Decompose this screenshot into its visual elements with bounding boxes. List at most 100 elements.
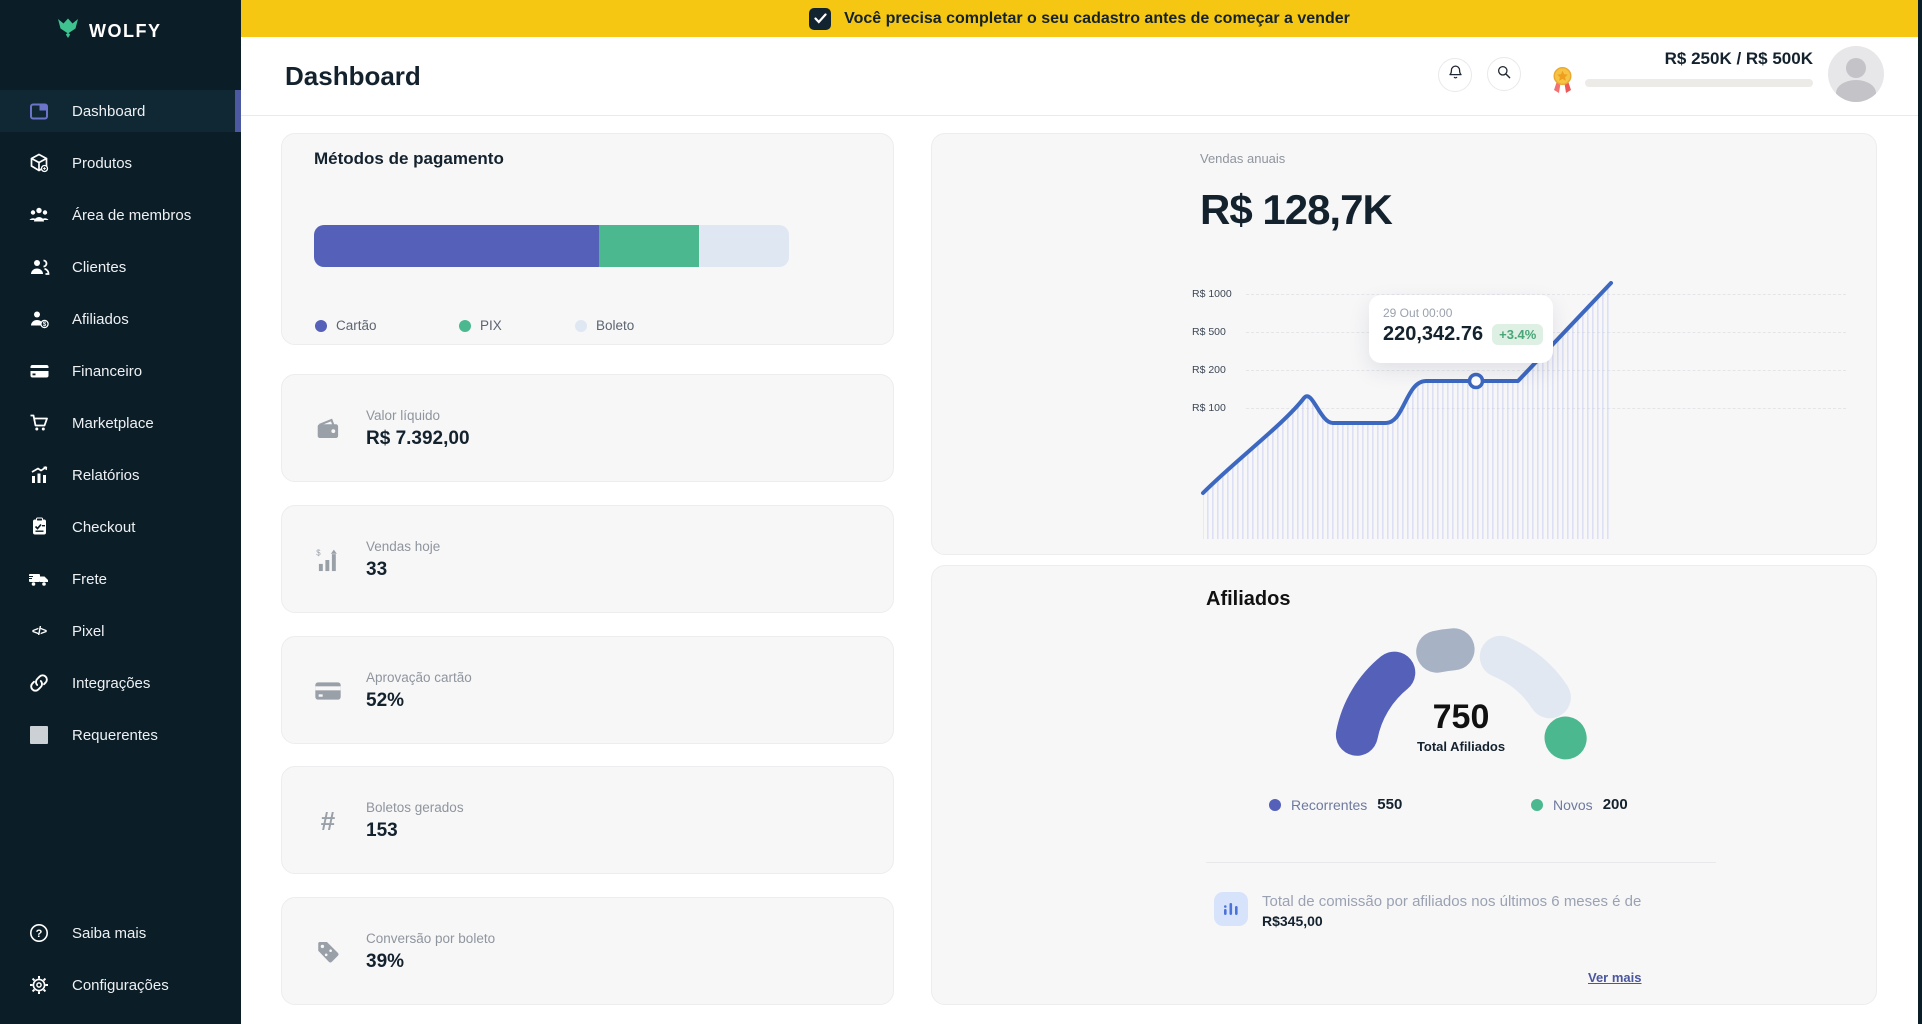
line-chart-svg [1201, 281, 1613, 539]
y-tick: R$ 200 [1192, 364, 1226, 376]
bar-segment-pix [599, 225, 699, 267]
sidebar-item-label: Dashboard [72, 102, 146, 120]
sidebar-item-label: Checkout [72, 518, 136, 536]
avatar[interactable] [1828, 46, 1884, 102]
stat-label: Conversão por boleto [366, 931, 496, 946]
divider [1206, 862, 1716, 863]
legend-dot [575, 319, 587, 332]
wolf-logo-icon [55, 17, 81, 45]
sidebar: WOLFY Dashboard Produtos Área de membros [0, 0, 241, 1024]
medal-icon [1550, 66, 1575, 102]
sidebar-item-relatorios[interactable]: Relatórios [0, 454, 241, 496]
legend-dot [1531, 798, 1543, 811]
commission-bars-icon [1214, 892, 1248, 926]
annual-sales-total: R$ 128,7K [1200, 186, 1393, 233]
sidebar-item-label: Financeiro [72, 362, 143, 380]
members-group-icon [28, 204, 50, 226]
bank-card-icon [28, 360, 50, 382]
reports-chart-icon [28, 464, 50, 486]
legend-dot [315, 319, 327, 332]
commission-text: Total de comissão por afiliados nos últi… [1262, 893, 1642, 910]
cart-icon [28, 412, 50, 434]
sidebar-item-label: Integrações [72, 674, 151, 692]
sidebar-item-label: Afiliados [72, 310, 129, 328]
hash-icon: # [320, 805, 336, 836]
stat-label: Aprovação cartão [366, 670, 472, 685]
sidebar-item-checkout[interactable]: Checkout [0, 506, 241, 548]
legend-dot [1269, 798, 1281, 811]
code-icon: </> [31, 624, 47, 638]
affiliates-title: Afiliados [1206, 588, 1291, 610]
sidebar-item-configuracoes[interactable]: Configurações [0, 964, 241, 1006]
annual-sales-chart: R$ 1000 R$ 500 R$ 200 R$ 100 [1192, 281, 1852, 539]
search-button[interactable] [1487, 57, 1521, 91]
legend-item-cartao: Cartão [315, 318, 377, 333]
sidebar-item-afiliados[interactable]: $ Afiliados [0, 298, 241, 340]
y-tick: R$ 500 [1192, 326, 1226, 338]
legend-dot [459, 319, 471, 332]
window-edge-strip [1918, 0, 1922, 1024]
sales-goal-progressbar [1585, 79, 1813, 87]
payment-methods-title: Métodos de pagamento [314, 149, 504, 168]
payment-methods-card: Métodos de pagamento Cartão PIX Boleto [281, 133, 894, 345]
payment-methods-stacked-bar [314, 225, 789, 267]
sidebar-item-label: Configurações [72, 976, 169, 994]
help-icon: ? [28, 922, 50, 944]
wallet-icon [314, 415, 342, 443]
sidebar-item-integracoes[interactable]: Integrações [0, 662, 241, 704]
link-icon [28, 672, 50, 694]
bar-segment-cartao [314, 225, 599, 267]
sidebar-item-label: Saiba mais [72, 924, 147, 942]
affiliates-card: Afiliados 750 Total Afiliados Recorrente… [931, 565, 1877, 1005]
annual-sales-label: Vendas anuais [1200, 151, 1286, 166]
sidebar-item-label: Produtos [72, 154, 133, 172]
svg-text:?: ? [36, 928, 43, 940]
sidebar-item-clientes[interactable]: Clientes [0, 246, 241, 288]
chart-marker-point [1467, 372, 1485, 390]
y-tick: R$ 100 [1192, 402, 1226, 414]
stat-card-boletos-gerados: # Boletos gerados 153 [281, 766, 894, 874]
stat-label: Valor líquido [366, 408, 441, 423]
chart-tooltip: 29 Out 00:00 220,342.76 +3.4% [1369, 295, 1553, 363]
sidebar-item-produtos[interactable]: Produtos [0, 142, 241, 184]
sidebar-item-requerentes[interactable]: Requerentes [0, 714, 241, 756]
legend-item-recorrentes: Recorrentes 550 [1269, 796, 1402, 813]
logo-text: WOLFY [89, 20, 162, 41]
sidebar-footer: ? Saiba mais Configurações [0, 912, 241, 1016]
sidebar-item-marketplace[interactable]: Marketplace [0, 402, 241, 444]
stat-card-valor-liquido: Valor líquido R$ 7.392,00 [281, 374, 894, 482]
sidebar-item-label: Requerentes [72, 726, 158, 744]
ver-mais-link[interactable]: Ver mais [1588, 970, 1642, 985]
sidebar-item-financeiro[interactable]: Financeiro [0, 350, 241, 392]
sidebar-item-area-de-membros[interactable]: Área de membros [0, 194, 241, 236]
search-icon [1496, 64, 1512, 85]
stat-value: 33 [366, 559, 388, 580]
sidebar-item-frete[interactable]: Frete [0, 558, 241, 600]
stat-card-aprovacao-cartao: Aprovação cartão 52% [281, 636, 894, 744]
sales-goal-text: R$ 250K / R$ 500K [1664, 49, 1813, 68]
logo: WOLFY [55, 17, 162, 45]
stat-value: 39% [366, 951, 405, 972]
notifications-button[interactable] [1438, 58, 1472, 92]
legend-item-pix: PIX [459, 318, 502, 333]
commission-value: R$345,00 [1262, 913, 1323, 929]
sidebar-item-label: Relatórios [72, 466, 140, 484]
sidebar-item-label: Frete [72, 570, 108, 588]
stat-label: Boletos gerados [366, 800, 464, 815]
sidebar-item-label: Marketplace [72, 414, 154, 432]
affiliates-gauge: 750 Total Afiliados [1334, 628, 1588, 778]
stat-value: 52% [366, 690, 405, 711]
checkbox-check-icon [809, 7, 832, 30]
sidebar-item-dashboard[interactable]: Dashboard [0, 90, 241, 132]
onboarding-banner[interactable]: Você precisa completar o seu cadastro an… [241, 0, 1918, 37]
banner-text: Você precisa completar o seu cadastro an… [844, 9, 1350, 27]
dashboard-icon [28, 100, 50, 122]
stat-card-vendas-hoje: $ Vendas hoje 33 [281, 505, 894, 613]
stat-value: 153 [366, 820, 398, 841]
affiliates-total-label: Total Afiliados [1416, 739, 1506, 754]
header: Dashboard R$ 250K / R$ 500K [241, 37, 1918, 116]
sidebar-item-saiba-mais[interactable]: ? Saiba mais [0, 912, 241, 954]
sidebar-item-pixel[interactable]: </> Pixel [0, 610, 241, 652]
credit-card-icon [314, 677, 342, 705]
affiliate-person-icon: $ [28, 308, 50, 330]
